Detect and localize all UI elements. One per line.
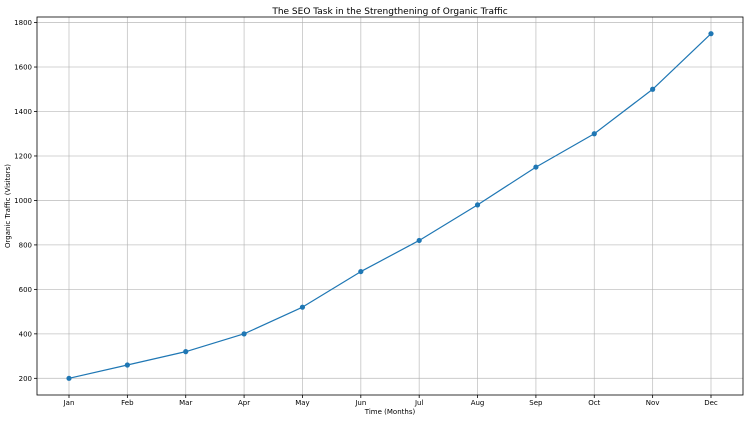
y-tick-label: 1800 bbox=[14, 19, 32, 27]
x-tick-label: Jan bbox=[63, 399, 75, 407]
data-point bbox=[474, 202, 481, 208]
y-axis-label: Organic Traffic (Visitors) bbox=[4, 164, 12, 248]
x-tick-label: May bbox=[295, 399, 309, 407]
x-tick-label: Jul bbox=[414, 399, 424, 407]
x-tick-label: Apr bbox=[238, 399, 250, 407]
x-tick-label: Oct bbox=[588, 399, 600, 407]
y-tick-label: 600 bbox=[19, 286, 32, 294]
series-line bbox=[68, 33, 712, 379]
data-point bbox=[650, 86, 656, 92]
x-axis-label: Time (Months) bbox=[364, 408, 416, 416]
x-tick-label: Jun bbox=[354, 399, 366, 407]
x-tick-label: Dec bbox=[704, 399, 718, 407]
data-point bbox=[358, 268, 364, 275]
series-layer bbox=[66, 31, 714, 381]
plot-area bbox=[36, 16, 744, 396]
data-point bbox=[124, 362, 130, 368]
data-point bbox=[66, 375, 72, 381]
x-tick-label: Sep bbox=[529, 399, 543, 407]
data-point bbox=[416, 237, 422, 244]
x-tick-label: Nov bbox=[646, 399, 660, 407]
data-point bbox=[299, 304, 306, 310]
grid-lines bbox=[37, 17, 743, 395]
y-tick-label: 1200 bbox=[14, 152, 32, 160]
y-tick-label: 400 bbox=[19, 330, 32, 338]
y-tick-label: 1000 bbox=[14, 197, 32, 205]
data-point bbox=[591, 131, 597, 137]
y-tick-label: 800 bbox=[19, 241, 32, 249]
x-tick-label: Aug bbox=[471, 399, 485, 407]
data-point bbox=[241, 331, 247, 337]
axis-ticks: Jan Feb Mar Apr May Jun Jul Aug Sep Oct Nov Dec 200 4… bbox=[14, 19, 718, 407]
x-tick-label: Feb bbox=[121, 399, 134, 407]
x-tick-label: Mar bbox=[179, 399, 192, 407]
chart-title: The SEO Task in the Strengthening of Org… bbox=[271, 7, 507, 17]
data-point bbox=[533, 164, 539, 170]
y-tick-label: 1600 bbox=[14, 64, 32, 72]
y-tick-label: 1400 bbox=[14, 108, 32, 116]
data-point bbox=[708, 31, 714, 37]
data-point bbox=[183, 349, 189, 355]
y-tick-label: 200 bbox=[19, 375, 32, 383]
